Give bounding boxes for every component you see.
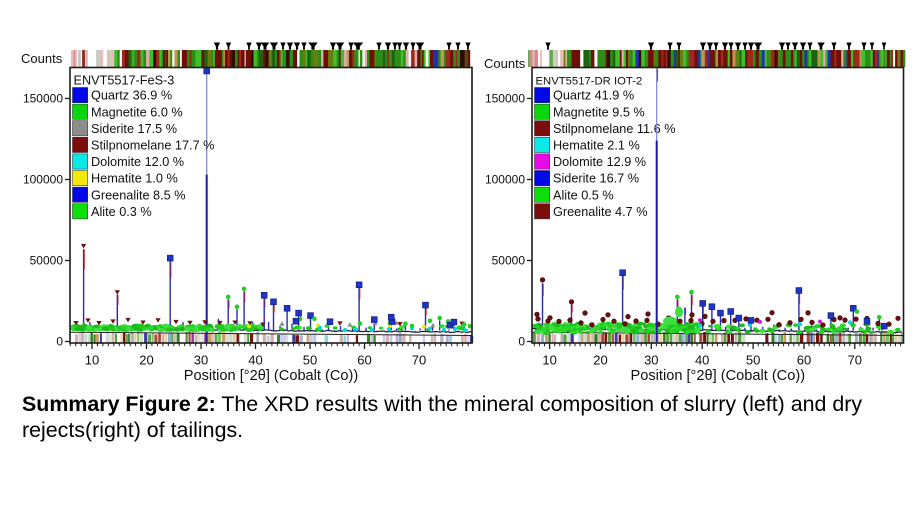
svg-text:Position [°2θ] (Cobalt (Co)): Position [°2θ] (Cobalt (Co)) bbox=[184, 368, 359, 384]
svg-text:Dolomite 12.0 %: Dolomite 12.0 % bbox=[91, 155, 184, 169]
svg-text:100000: 100000 bbox=[485, 173, 525, 187]
svg-text:Hematite 1.0 %: Hematite 1.0 % bbox=[91, 172, 178, 186]
svg-text:50000: 50000 bbox=[492, 254, 526, 268]
svg-text:Stilpnomelane 11.6 %: Stilpnomelane 11.6 % bbox=[553, 122, 676, 136]
svg-text:Magnetite 6.0 %: Magnetite 6.0 % bbox=[91, 105, 183, 119]
svg-text:0: 0 bbox=[518, 335, 525, 349]
svg-text:Hematite 2.1 %: Hematite 2.1 % bbox=[553, 139, 640, 153]
svg-text:Alite 0.3 %: Alite 0.3 % bbox=[91, 205, 152, 219]
svg-text:Position [°2θ] (Cobalt (Co)): Position [°2θ] (Cobalt (Co)) bbox=[631, 368, 806, 384]
svg-text:Siderite 16.7 %: Siderite 16.7 % bbox=[553, 172, 639, 186]
svg-text:ENVT5517-FeS-3: ENVT5517-FeS-3 bbox=[74, 73, 175, 87]
svg-text:Magnetite 9.5 %: Magnetite 9.5 % bbox=[553, 105, 645, 119]
svg-text:60: 60 bbox=[797, 353, 811, 368]
svg-text:30: 30 bbox=[194, 353, 208, 368]
svg-text:70: 70 bbox=[848, 353, 862, 368]
svg-text:150000: 150000 bbox=[23, 92, 63, 106]
svg-text:Counts: Counts bbox=[21, 51, 63, 66]
svg-text:Quartz 41.9 %: Quartz 41.9 % bbox=[553, 89, 634, 103]
svg-text:Greenalite 4.7 %: Greenalite 4.7 % bbox=[553, 205, 648, 219]
svg-text:0: 0 bbox=[56, 335, 63, 349]
svg-text:100000: 100000 bbox=[23, 173, 63, 187]
svg-text:50: 50 bbox=[303, 353, 317, 368]
svg-text:30: 30 bbox=[644, 353, 658, 368]
svg-text:150000: 150000 bbox=[485, 92, 525, 106]
svg-text:Alite 0.5 %: Alite 0.5 % bbox=[553, 188, 614, 202]
svg-text:Dolomite 12.9 %: Dolomite 12.9 % bbox=[553, 155, 646, 169]
svg-text:50000: 50000 bbox=[30, 254, 64, 268]
svg-text:Stilpnomelane 17.7 %: Stilpnomelane 17.7 % bbox=[91, 139, 214, 153]
svg-text:20: 20 bbox=[139, 353, 153, 368]
svg-text:50: 50 bbox=[746, 353, 760, 368]
svg-text:Counts: Counts bbox=[484, 56, 526, 71]
svg-text:40: 40 bbox=[248, 353, 262, 368]
svg-text:ENVT5517-DR IOT-2: ENVT5517-DR IOT-2 bbox=[536, 75, 643, 87]
svg-text:10: 10 bbox=[85, 353, 99, 368]
svg-text:Quartz 36.9 %: Quartz 36.9 % bbox=[91, 89, 172, 103]
svg-text:Greenalite 8.5 %: Greenalite 8.5 % bbox=[91, 188, 186, 202]
svg-text:20: 20 bbox=[593, 353, 607, 368]
svg-text:40: 40 bbox=[695, 353, 709, 368]
svg-text:60: 60 bbox=[357, 353, 371, 368]
svg-text:10: 10 bbox=[542, 353, 556, 368]
svg-text:Siderite 17.5 %: Siderite 17.5 % bbox=[91, 122, 177, 136]
svg-text:70: 70 bbox=[412, 353, 426, 368]
